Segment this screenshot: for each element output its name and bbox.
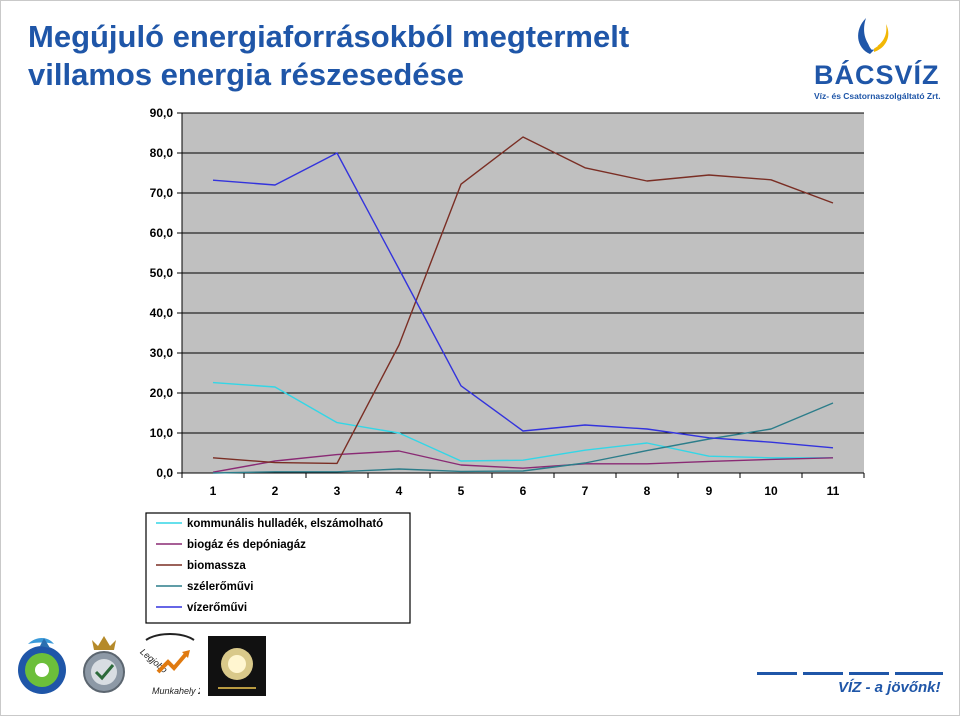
slide-title-line-2: villamos energia részesedése — [28, 57, 464, 92]
legend-label: szélerőművi — [187, 581, 253, 593]
x-tick-label: 2 — [272, 484, 279, 498]
series-line-2 — [212, 450, 834, 473]
y-tick-label: 90,0 — [150, 106, 174, 120]
y-axis-ticks: 0,0 10,0 20,0 30,0 40,0 50,0 60,0 70,0 80,0 90,0 — [150, 106, 183, 480]
legend-label: biomassza — [187, 560, 246, 572]
x-tick-label: 10 — [764, 484, 778, 498]
y-tick-label: 10,0 — [150, 426, 174, 440]
legend: kommunális hulladék, elszámolható biogáz … — [145, 512, 411, 624]
svg-text:Munkahely 2011: Munkahely 2011 — [152, 686, 200, 696]
series-lines — [212, 136, 834, 474]
series-line-3 — [212, 136, 834, 465]
series-line-5 — [212, 152, 834, 449]
svg-text:Legjobb: Legjobb — [138, 647, 169, 675]
y-tick-label: 80,0 — [150, 146, 174, 160]
x-tick-label: 11 — [827, 484, 840, 498]
x-tick-label: 7 — [582, 484, 589, 498]
x-axis-ticks: 1 2 3 4 5 6 7 8 9 10 11 — [181, 472, 865, 498]
line-chart: 0,0 10,0 20,0 30,0 40,0 50,0 60,0 70,0 80,0 9 0,0 … — [145, 106, 865, 624]
x-tick-label: 1 — [210, 484, 217, 498]
footer-divider — [757, 672, 943, 676]
y-tick-label: 50,0 — [150, 266, 174, 280]
x-tick-label: 9 — [706, 484, 713, 498]
x-tick-label: 3 — [334, 484, 341, 498]
y-tick-label: 40,0 — [150, 306, 174, 320]
logo-name: BÁCSVÍZ — [814, 60, 940, 90]
x-tick-label: 5 — [458, 484, 465, 498]
bacsviz-drop-icon — [858, 18, 889, 54]
series-line-4 — [212, 402, 834, 474]
x-tick-label: 8 — [644, 484, 651, 498]
x-tick-label: 6 — [520, 484, 527, 498]
legend-label: kommunális hulladék, elszámolható — [187, 518, 383, 530]
chart-area: 0,0 10,0 20,0 30,0 40,0 50,0 60,0 70,0 80,0 9 0,0 … — [118, 103, 880, 630]
y-tick-label: 20,0 — [150, 386, 174, 400]
quality-crown-badge-icon — [83, 636, 125, 693]
csr-award-icon — [18, 638, 66, 694]
y-tick-label: 0,0 — [156, 466, 173, 480]
logo-subtitle: Víz- és Csatornaszolgáltató Zrt. — [814, 91, 941, 101]
y-tick-label: 70,0 — [150, 186, 174, 200]
legend-box — [145, 512, 411, 624]
best-workplace-2011-icon: Legjobb Munkahely 2011 — [138, 633, 200, 696]
series-line-1 — [212, 381, 833, 462]
bacsviz-logo: BÁCSVÍZ Víz- és Csatornaszolgáltató Zrt. — [808, 14, 948, 104]
legend-label: biogáz és depóniagáz — [187, 539, 306, 551]
plot-background — [182, 113, 864, 473]
y-tick-label: 60,0 — [150, 226, 174, 240]
golden-award-icon — [208, 636, 266, 696]
award-badges: Legjobb Munkahely 2011 — [14, 632, 274, 698]
legend-label: vízerőművi — [187, 602, 247, 614]
slide-title-line-1: Megújuló energiaforrásokból megtermelt — [28, 19, 630, 54]
slide-title: Megújuló energiaforrásokból megtermelt v… — [28, 18, 728, 94]
footer-slogan: VÍZ - a jövőnk! — [838, 679, 941, 696]
y-tick-label: 30,0 — [150, 346, 174, 360]
x-tick-label: 4 — [396, 484, 403, 498]
